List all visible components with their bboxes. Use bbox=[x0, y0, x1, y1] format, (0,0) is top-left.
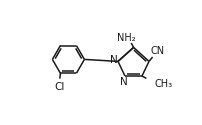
Text: CN: CN bbox=[150, 46, 164, 56]
Text: CH₃: CH₃ bbox=[154, 79, 173, 89]
Text: Cl: Cl bbox=[54, 82, 65, 92]
Text: NH₂: NH₂ bbox=[117, 33, 135, 43]
Text: N: N bbox=[120, 77, 127, 87]
Text: N: N bbox=[110, 55, 118, 65]
